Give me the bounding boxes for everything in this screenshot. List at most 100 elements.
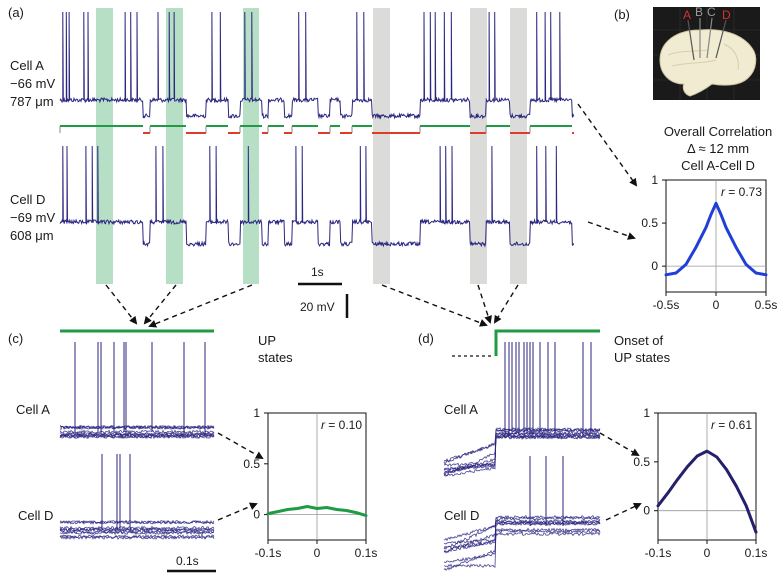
- highlight-band-6: [510, 8, 527, 284]
- panel-label-a: (a): [8, 5, 24, 20]
- d-y-tick-label: 0: [643, 504, 650, 518]
- cell-d-trace: [59, 145, 575, 248]
- overall-y-tick-label: 0: [651, 259, 658, 273]
- d-title-2: UP states: [614, 350, 671, 365]
- overall-y-tick-label: 1: [651, 173, 658, 187]
- d-up-state-onset-bar: [494, 329, 600, 356]
- c-correlation-plot: 1 0.5 0 -0.1s 0 0.1s r = 0.10: [243, 406, 377, 560]
- c-y-tick-label: 0: [253, 508, 260, 522]
- d-correlation-plot: 1 0.5 0 -0.1s 0 0.1s r = 0.61: [633, 406, 767, 560]
- voltage-scale-label: 20 mV: [300, 300, 335, 314]
- c-cell-a-sweep: [59, 425, 215, 431]
- d-cell-d-sweep: [443, 528, 601, 568]
- c-title-2: states: [258, 350, 293, 365]
- c-cell-d-sweep: [59, 527, 215, 533]
- c-x-tick-label: -0.1s: [255, 546, 282, 560]
- c-cell-a-sweep: [59, 434, 215, 440]
- c-cell-d-sweep: [59, 534, 215, 540]
- c-y-tick-label: 0.5: [243, 457, 260, 471]
- d-correlation-line: [656, 449, 758, 534]
- d-x-tick-label: -0.1s: [645, 546, 672, 560]
- d-title-1: Onset of: [614, 333, 664, 348]
- overall-correlation-plot: 1 0.5 0 -0.5s 0 0.5s r = 0.73: [641, 173, 777, 312]
- d-cell-a-sweep: [443, 434, 601, 476]
- cell-d-vm: −69 mV: [10, 210, 55, 225]
- highlight-band-1: [96, 8, 113, 284]
- overall-corr-title-1: Overall Correlation: [664, 124, 772, 139]
- c-time-scale-label: 0.1s: [176, 554, 199, 568]
- up-down-state-indicator: [59, 125, 574, 134]
- highlight-band-3: [243, 8, 259, 284]
- dashed-arrows: [105, 103, 642, 521]
- electrode-a: [687, 19, 695, 61]
- arrow-band-2: [143, 284, 177, 325]
- c-x-tick-label: 0: [314, 546, 321, 560]
- time-scale-label: 1s: [311, 265, 324, 279]
- overall-correlation-line: [664, 201, 768, 277]
- arrow-band-3: [148, 284, 253, 328]
- arrow-d-a: [599, 432, 640, 457]
- d-cell-a-label: Cell A: [444, 402, 478, 417]
- d-x-tick-label: 0: [704, 546, 711, 560]
- arrow-d-d: [605, 502, 642, 521]
- electrode-label-b: B: [695, 5, 703, 19]
- c-cell-a-sweep: [59, 431, 215, 437]
- c-correlation-line: [266, 505, 368, 518]
- highlight-band-4: [373, 8, 390, 284]
- d-y-tick-label: 0.5: [633, 455, 650, 469]
- overall-x-tick-label: -0.5s: [653, 298, 680, 312]
- c-r-annotation: r = 0.10: [321, 418, 362, 432]
- electrode-label-a: A: [683, 8, 691, 22]
- d-cell-d-sweep: [443, 527, 601, 563]
- c-y-tick-label: 1: [253, 406, 260, 420]
- c-title-1: UP: [258, 333, 276, 348]
- arrow-d-to-corr: [587, 221, 636, 240]
- brain-photo: A B C D: [653, 5, 760, 100]
- electrode-c: [706, 17, 713, 59]
- overall-y-tick-label: 0.5: [641, 216, 658, 230]
- c-cell-a-sweep: [59, 429, 215, 435]
- arrow-band-5: [477, 284, 492, 324]
- c-cell-d-sweep: [59, 525, 215, 531]
- panel-label-c: (c): [8, 331, 23, 346]
- overall-r-annotation: r = 0.73: [721, 185, 762, 199]
- d-cell-d-label: Cell D: [444, 508, 479, 523]
- membrane-traces: [59, 11, 601, 571]
- highlight-band-2: [166, 8, 183, 284]
- electrode-d: [715, 19, 727, 59]
- cell-a-trace: [59, 11, 575, 120]
- electrode-label-d: D: [722, 8, 731, 22]
- cell-a-vm: −66 mV: [10, 76, 55, 91]
- cell-a-depth: 787 μm: [10, 94, 54, 109]
- d-x-tick-label: 0.1s: [745, 546, 768, 560]
- d-cell-a-sweep: [444, 428, 601, 467]
- cell-d-name: Cell D: [10, 192, 45, 207]
- d-y-tick-label: 1: [643, 406, 650, 420]
- arrow-c-a: [217, 432, 264, 459]
- c-cell-a-sweep: [59, 424, 215, 430]
- arrow-band-6: [493, 284, 519, 324]
- panel-label-d: (d): [418, 331, 434, 346]
- overall-corr-title-3: Cell A-Cell D: [681, 158, 755, 173]
- arrow-band-4: [381, 284, 488, 327]
- d-cell-d-sweep: [443, 521, 601, 554]
- d-cell-a-sweep: [443, 435, 601, 477]
- overall-x-tick-label: 0: [713, 298, 720, 312]
- state-highlight-bands: [96, 8, 527, 284]
- d-cell-d-sweep: [443, 531, 601, 571]
- c-x-tick-label: 0.1s: [355, 546, 378, 560]
- highlight-band-5: [470, 8, 487, 284]
- arrow-band-1: [105, 284, 138, 325]
- d-cell-d-sweep: [443, 514, 601, 542]
- overall-x-tick-label: 0.5s: [755, 298, 778, 312]
- c-cell-d-sweep: [59, 519, 215, 525]
- overall-corr-title-2: Δ ≈ 12 mm: [687, 141, 749, 156]
- d-r-annotation: r = 0.61: [711, 418, 752, 432]
- arrow-a-to-corr: [577, 103, 638, 187]
- cell-a-name: Cell A: [10, 58, 44, 73]
- c-cell-d-label: Cell D: [18, 508, 53, 523]
- d-cell-d-sweep: [443, 519, 601, 550]
- cell-d-depth: 608 μm: [10, 228, 54, 243]
